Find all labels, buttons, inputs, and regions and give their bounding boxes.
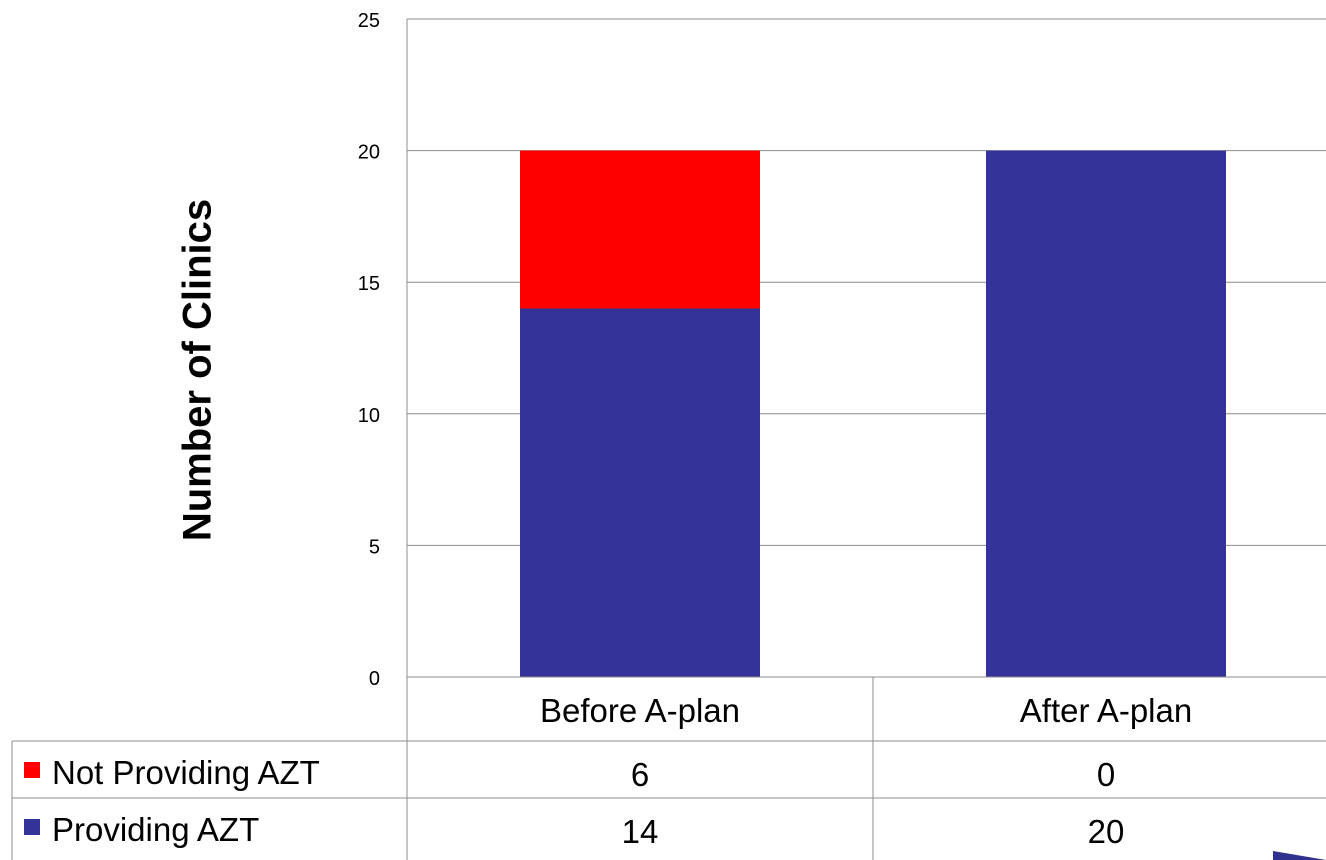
y-tick-label: 25 bbox=[358, 10, 380, 32]
y-tick-label: 20 bbox=[358, 142, 380, 164]
bar-providing-after bbox=[986, 151, 1226, 677]
bar-providing-before bbox=[520, 309, 760, 677]
corner-decoration-icon bbox=[1273, 851, 1326, 860]
legend-swatch bbox=[24, 819, 40, 835]
y-tick-label: 15 bbox=[358, 273, 380, 295]
bar-not-providing-before bbox=[520, 151, 760, 309]
table-value: 0 bbox=[1097, 756, 1115, 793]
y-tick-label: 0 bbox=[369, 668, 380, 690]
legend-swatch bbox=[24, 762, 40, 778]
table-value: 20 bbox=[1088, 813, 1125, 850]
table-value: 14 bbox=[622, 813, 659, 850]
x-category-label: Before A-plan bbox=[540, 692, 740, 729]
legend-label: Providing AZT bbox=[52, 811, 259, 848]
legend-label: Not Providing AZT bbox=[52, 754, 320, 791]
x-category-label: After A-plan bbox=[1020, 692, 1192, 729]
y-tick-label: 10 bbox=[358, 405, 380, 427]
table-value: 6 bbox=[631, 756, 649, 793]
y-tick-label: 5 bbox=[369, 536, 380, 558]
